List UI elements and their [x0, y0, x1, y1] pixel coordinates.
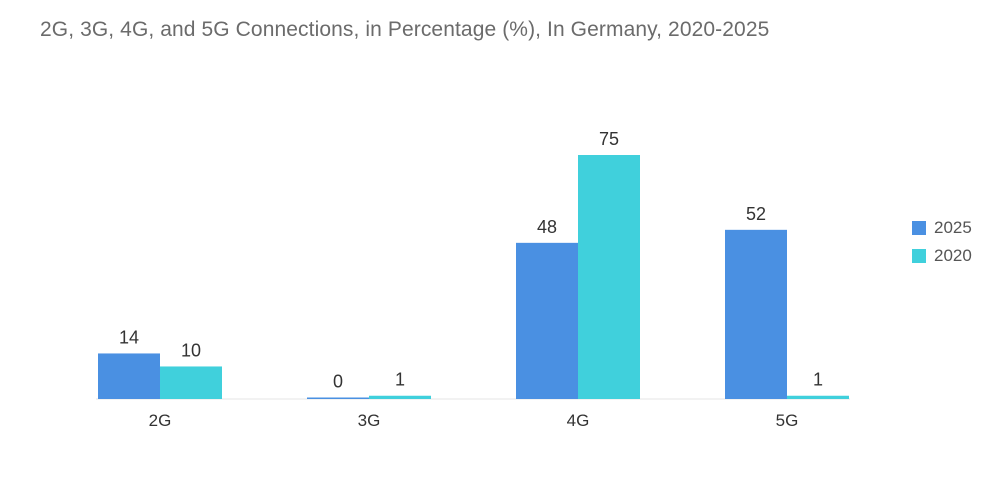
x-tick-label-5G: 5G — [776, 411, 799, 430]
x-tick-label-3G: 3G — [358, 411, 381, 430]
bar-value-label-3G-2020: 1 — [395, 370, 405, 390]
bar-2G-2025 — [98, 353, 160, 399]
bar-value-label-4G-2025: 48 — [537, 217, 557, 237]
legend-item-2025: 2025 — [912, 214, 972, 242]
bar-value-label-5G-2025: 52 — [746, 204, 766, 224]
bar-5G-2025 — [725, 229, 787, 399]
bar-value-label-3G-2025: 0 — [333, 372, 343, 392]
legend-swatch-2025 — [912, 221, 926, 235]
legend-swatch-2020 — [912, 249, 926, 263]
bars-layer — [98, 155, 849, 399]
x-tick-label-2G: 2G — [149, 411, 172, 430]
bar-4G-2025 — [516, 242, 578, 399]
bar-5G-2020 — [787, 395, 849, 399]
legend-item-2020: 2020 — [912, 242, 972, 270]
labels-layer: 14 10 2G 0 1 3G 48 75 4G 52 1 5G — [119, 129, 823, 430]
bar-value-label-4G-2020: 75 — [599, 129, 619, 149]
legend-label-2020: 2020 — [934, 246, 972, 265]
bar-3G-2025 — [307, 397, 369, 399]
legend: 2025 2020 — [912, 214, 972, 270]
bar-3G-2020 — [369, 395, 431, 399]
legend-label-2025: 2025 — [934, 218, 972, 237]
bar-2G-2020 — [160, 366, 222, 399]
bar-4G-2020 — [578, 155, 640, 399]
x-tick-label-4G: 4G — [567, 411, 590, 430]
chart-title: 2G, 3G, 4G, and 5G Connections, in Perce… — [40, 18, 770, 41]
bar-value-label-2G-2025: 14 — [119, 327, 139, 347]
bar-value-label-2G-2020: 10 — [181, 340, 201, 360]
bar-value-label-5G-2020: 1 — [813, 370, 823, 390]
